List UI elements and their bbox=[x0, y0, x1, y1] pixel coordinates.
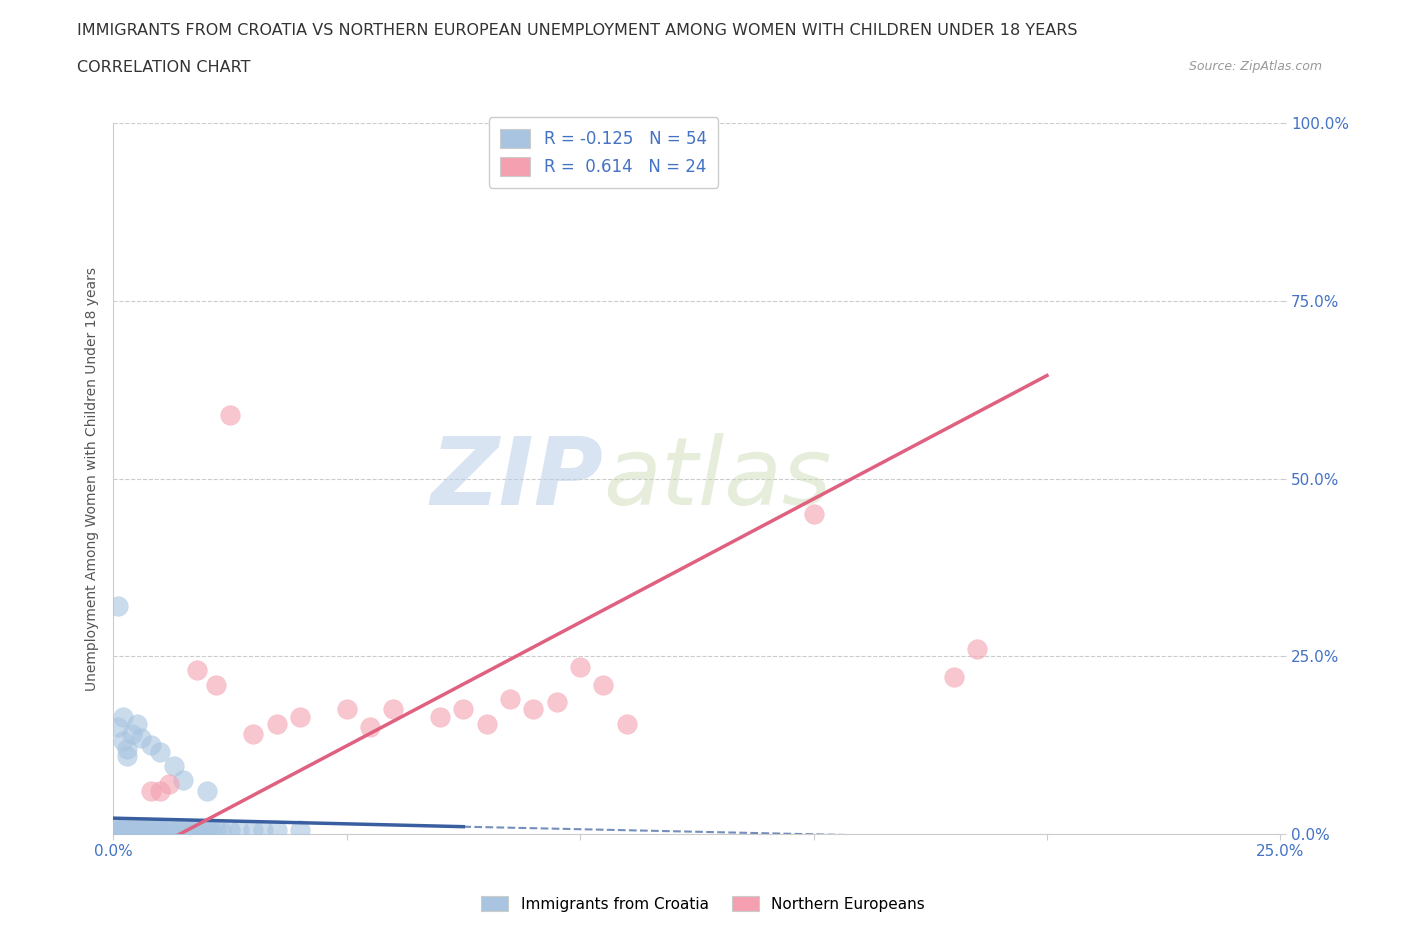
Point bbox=[125, 716, 148, 731]
Point bbox=[111, 734, 134, 749]
Y-axis label: Unemployment Among Women with Children Under 18 years: Unemployment Among Women with Children U… bbox=[86, 267, 100, 691]
Point bbox=[569, 659, 592, 674]
Point bbox=[200, 823, 222, 838]
Point bbox=[181, 822, 204, 837]
Point bbox=[252, 822, 274, 837]
Point bbox=[107, 599, 129, 614]
Point bbox=[359, 720, 381, 735]
Point bbox=[219, 823, 242, 838]
Point bbox=[107, 823, 129, 838]
Point bbox=[111, 823, 134, 838]
Text: ZIP: ZIP bbox=[430, 432, 603, 525]
Point bbox=[522, 702, 544, 717]
Point bbox=[209, 822, 232, 837]
Point bbox=[149, 745, 172, 760]
Point bbox=[195, 784, 218, 799]
Point bbox=[107, 820, 129, 835]
Point bbox=[157, 777, 180, 791]
Point bbox=[139, 784, 162, 799]
Point bbox=[288, 709, 311, 724]
Point bbox=[242, 823, 264, 838]
Point bbox=[121, 821, 143, 836]
Point bbox=[242, 727, 264, 742]
Point bbox=[125, 820, 148, 835]
Point bbox=[616, 716, 638, 731]
Text: CORRELATION CHART: CORRELATION CHART bbox=[77, 60, 250, 75]
Point bbox=[191, 823, 214, 838]
Point bbox=[121, 823, 143, 838]
Point bbox=[186, 821, 208, 836]
Point bbox=[153, 822, 176, 837]
Point bbox=[135, 820, 157, 835]
Point bbox=[115, 749, 138, 764]
Point bbox=[172, 821, 194, 836]
Text: Source: ZipAtlas.com: Source: ZipAtlas.com bbox=[1188, 60, 1322, 73]
Point bbox=[129, 823, 152, 838]
Point bbox=[163, 823, 186, 838]
Point bbox=[139, 821, 162, 836]
Point bbox=[803, 507, 825, 522]
Point bbox=[499, 691, 522, 706]
Point bbox=[266, 823, 288, 838]
Point bbox=[186, 663, 208, 678]
Point bbox=[453, 702, 475, 717]
Point bbox=[167, 822, 190, 837]
Text: IMMIGRANTS FROM CROATIA VS NORTHERN EUROPEAN UNEMPLOYMENT AMONG WOMEN WITH CHILD: IMMIGRANTS FROM CROATIA VS NORTHERN EURO… bbox=[77, 23, 1078, 38]
Point bbox=[129, 730, 152, 745]
Point bbox=[139, 737, 162, 752]
Point bbox=[546, 695, 568, 710]
Point bbox=[149, 823, 172, 838]
Point bbox=[475, 716, 498, 731]
Point bbox=[125, 822, 148, 837]
Point bbox=[157, 821, 180, 836]
Point bbox=[115, 822, 138, 837]
Point bbox=[288, 822, 311, 837]
Point bbox=[966, 642, 988, 657]
Point bbox=[382, 702, 405, 717]
Point bbox=[111, 709, 134, 724]
Legend: R = -0.125   N = 54, R =  0.614   N = 24: R = -0.125 N = 54, R = 0.614 N = 24 bbox=[489, 117, 718, 188]
Point bbox=[205, 821, 228, 836]
Point bbox=[228, 822, 250, 837]
Point bbox=[107, 819, 129, 834]
Point bbox=[219, 407, 242, 422]
Point bbox=[111, 820, 134, 835]
Point bbox=[429, 709, 451, 724]
Point bbox=[172, 773, 194, 788]
Point bbox=[163, 759, 186, 774]
Point bbox=[139, 823, 162, 838]
Point bbox=[336, 702, 359, 717]
Point bbox=[592, 677, 614, 692]
Point bbox=[121, 727, 143, 742]
Point bbox=[115, 820, 138, 835]
Point bbox=[149, 784, 172, 799]
Point bbox=[942, 670, 965, 684]
Point bbox=[266, 716, 288, 731]
Point bbox=[205, 677, 228, 692]
Point bbox=[107, 720, 129, 735]
Point bbox=[143, 822, 166, 837]
Point bbox=[149, 821, 172, 836]
Legend: Immigrants from Croatia, Northern Europeans: Immigrants from Croatia, Northern Europe… bbox=[475, 889, 931, 918]
Point bbox=[129, 821, 152, 836]
Point bbox=[177, 823, 200, 838]
Text: atlas: atlas bbox=[603, 433, 832, 524]
Point bbox=[115, 741, 138, 756]
Point bbox=[195, 822, 218, 837]
Point bbox=[135, 822, 157, 837]
Point bbox=[143, 820, 166, 835]
